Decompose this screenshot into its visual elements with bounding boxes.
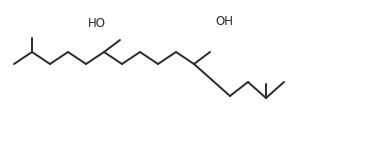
Text: HO: HO bbox=[88, 17, 106, 30]
Text: OH: OH bbox=[215, 15, 233, 28]
